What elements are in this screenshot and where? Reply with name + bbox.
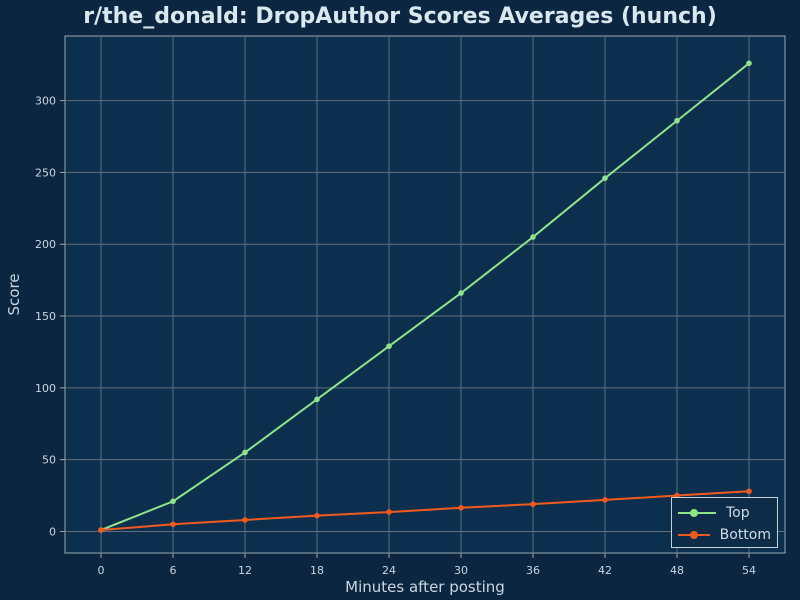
data-point bbox=[314, 512, 320, 519]
data-point bbox=[242, 517, 248, 523]
legend-label-bottom: Bottom bbox=[719, 527, 771, 543]
x-tick-label: 36 bbox=[526, 564, 540, 577]
data-point bbox=[602, 175, 608, 181]
x-tick-label: 6 bbox=[170, 564, 177, 577]
y-tick-label: 0 bbox=[49, 525, 56, 538]
data-point bbox=[746, 60, 752, 67]
legend-label-top: Top bbox=[726, 505, 750, 521]
x-tick-label: 0 bbox=[98, 564, 105, 577]
x-tick-label: 12 bbox=[238, 564, 252, 577]
y-tick-label: 50 bbox=[42, 454, 56, 467]
data-point bbox=[530, 234, 536, 240]
data-point bbox=[242, 449, 248, 456]
legend-swatch-bottom bbox=[678, 529, 710, 541]
data-point bbox=[674, 117, 680, 124]
series-group bbox=[98, 60, 752, 533]
y-tick-label: 250 bbox=[35, 166, 56, 179]
data-point bbox=[386, 343, 392, 350]
series-bottom bbox=[98, 488, 752, 533]
x-tick-label: 54 bbox=[742, 564, 756, 577]
grid-lines bbox=[65, 36, 785, 553]
data-point bbox=[602, 497, 608, 503]
data-point bbox=[746, 488, 752, 495]
data-point bbox=[386, 509, 392, 515]
plot-area bbox=[64, 35, 786, 554]
y-tick-label: 100 bbox=[35, 382, 56, 395]
y-tick-label: 300 bbox=[35, 95, 56, 108]
y-axis-label: Score bbox=[5, 273, 23, 315]
series-line bbox=[100, 62, 750, 531]
legend-item-top: Top bbox=[678, 502, 771, 524]
data-point bbox=[170, 521, 176, 528]
x-tick-label: 48 bbox=[670, 564, 684, 577]
series-line bbox=[100, 490, 750, 532]
x-tick-label: 30 bbox=[454, 564, 468, 577]
data-point bbox=[458, 504, 464, 511]
x-axis-ticks: 0 6 12 18 24 30 36 42 48 54 bbox=[98, 553, 756, 577]
data-point bbox=[458, 290, 464, 296]
chart-title: r/the_donald: DropAuthor Scores Averages… bbox=[83, 4, 717, 29]
legend: Top Bottom bbox=[671, 497, 778, 548]
data-point bbox=[314, 396, 320, 403]
data-point bbox=[98, 527, 104, 533]
y-axis-ticks: 0 50 100 150 200 250 300 bbox=[35, 95, 65, 538]
x-tick-label: 42 bbox=[598, 564, 612, 577]
x-axis-label: Minutes after posting bbox=[345, 578, 505, 596]
legend-item-bottom: Bottom bbox=[678, 524, 771, 546]
legend-swatch-top bbox=[678, 507, 716, 519]
data-point bbox=[530, 501, 536, 507]
y-tick-label: 200 bbox=[35, 238, 56, 251]
data-point bbox=[170, 498, 176, 505]
x-tick-label: 18 bbox=[310, 564, 324, 577]
y-tick-label: 150 bbox=[35, 310, 56, 323]
data-point bbox=[674, 492, 680, 499]
x-tick-label: 24 bbox=[382, 564, 396, 577]
